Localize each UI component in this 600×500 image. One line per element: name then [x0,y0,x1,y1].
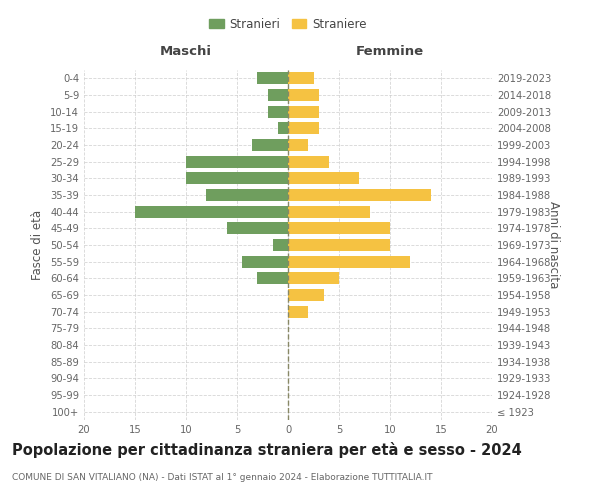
Text: COMUNE DI SAN VITALIANO (NA) - Dati ISTAT al 1° gennaio 2024 - Elaborazione TUTT: COMUNE DI SAN VITALIANO (NA) - Dati ISTA… [12,472,433,482]
Bar [288,222,390,234]
Bar [288,139,308,151]
Bar [288,306,308,318]
Bar [288,239,390,251]
Bar [227,222,288,234]
Bar [186,172,288,184]
Y-axis label: Anni di nascita: Anni di nascita [547,202,560,288]
Bar [186,156,288,168]
Bar [278,122,288,134]
Bar [257,72,288,85]
Bar [257,272,288,284]
Bar [288,289,324,301]
Bar [268,89,288,101]
Bar [288,172,359,184]
Bar [253,139,288,151]
Y-axis label: Fasce di età: Fasce di età [31,210,44,280]
Bar [288,122,319,134]
Bar [288,156,329,168]
Legend: Stranieri, Straniere: Stranieri, Straniere [205,13,371,36]
Bar [273,239,288,251]
Bar [288,72,314,85]
Bar [242,256,288,268]
Bar [288,189,431,201]
Text: Popolazione per cittadinanza straniera per età e sesso - 2024: Popolazione per cittadinanza straniera p… [12,442,522,458]
Bar [268,106,288,118]
Bar [135,206,288,218]
Text: Maschi: Maschi [160,46,212,59]
Bar [206,189,288,201]
Bar [288,272,339,284]
Bar [288,256,410,268]
Text: Femmine: Femmine [356,46,424,59]
Bar [288,89,319,101]
Bar [288,206,370,218]
Bar [288,106,319,118]
